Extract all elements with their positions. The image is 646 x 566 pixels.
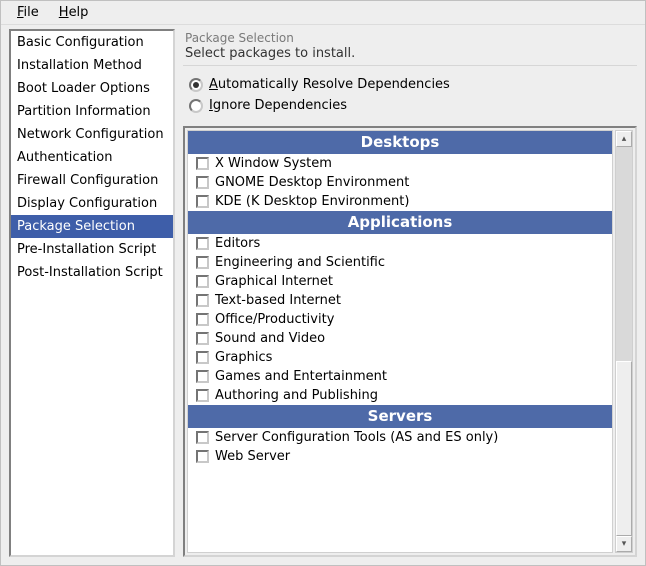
- checkbox-icon[interactable]: [196, 332, 209, 345]
- checkbox-icon[interactable]: [196, 275, 209, 288]
- package-label: Office/Productivity: [215, 312, 334, 327]
- dependency-radio-group: Automatically Resolve Dependencies Ignor…: [183, 68, 637, 126]
- sidebar-item[interactable]: Partition Information: [11, 100, 173, 123]
- sidebar-item[interactable]: Post-Installation Script: [11, 261, 173, 284]
- sidebar-item[interactable]: Network Configuration: [11, 123, 173, 146]
- checkbox-icon[interactable]: [196, 431, 209, 444]
- package-row[interactable]: KDE (K Desktop Environment): [188, 192, 612, 211]
- checkbox-icon[interactable]: [196, 313, 209, 326]
- package-list: Desktops X Window System GNOME Desktop Env…: [187, 130, 613, 553]
- sidebar-item[interactable]: Boot Loader Options: [11, 77, 173, 100]
- package-label: Web Server: [215, 449, 290, 464]
- checkbox-icon[interactable]: [196, 389, 209, 402]
- package-label: Server Configuration Tools (AS and ES on…: [215, 430, 498, 445]
- package-row[interactable]: Sound and Video: [188, 329, 612, 348]
- menubar: File Help: [1, 1, 645, 25]
- package-row[interactable]: Office/Productivity: [188, 310, 612, 329]
- package-label: KDE (K Desktop Environment): [215, 194, 409, 209]
- menu-file[interactable]: File: [7, 3, 49, 22]
- package-row[interactable]: Engineering and Scientific: [188, 253, 612, 272]
- checkbox-icon[interactable]: [196, 370, 209, 383]
- checkbox-icon[interactable]: [196, 450, 209, 463]
- package-row[interactable]: Editors: [188, 234, 612, 253]
- package-row[interactable]: X Window System: [188, 154, 612, 173]
- radio-icon: [189, 78, 203, 92]
- sidebar-item[interactable]: Firewall Configuration: [11, 169, 173, 192]
- category-header: Desktops: [188, 131, 612, 154]
- package-label: X Window System: [215, 156, 332, 171]
- sidebar-item[interactable]: Basic Configuration: [11, 31, 173, 54]
- menu-help-ul: H: [59, 5, 69, 20]
- category-header: Applications: [188, 211, 612, 234]
- package-row[interactable]: Graphics: [188, 348, 612, 367]
- menu-help-rest: elp: [69, 5, 89, 20]
- sidebar-item[interactable]: Display Configuration: [11, 192, 173, 215]
- checkbox-icon[interactable]: [196, 157, 209, 170]
- package-label: Authoring and Publishing: [215, 388, 378, 403]
- package-label: Sound and Video: [215, 331, 325, 346]
- sidebar-item[interactable]: Installation Method: [11, 54, 173, 77]
- package-frame: Desktops X Window System GNOME Desktop Env…: [183, 126, 637, 557]
- section-label: Package Selection: [183, 29, 637, 46]
- package-label: Graphics: [215, 350, 272, 365]
- menu-file-rest: ile: [24, 5, 39, 20]
- package-label: Editors: [215, 236, 260, 251]
- window: File Help Basic ConfigurationInstallatio…: [0, 0, 646, 566]
- sidebar-item[interactable]: Pre-Installation Script: [11, 238, 173, 261]
- section-subtitle: Select packages to install.: [183, 46, 637, 66]
- package-row[interactable]: GNOME Desktop Environment: [188, 173, 612, 192]
- package-label: GNOME Desktop Environment: [215, 175, 409, 190]
- sidebar-item[interactable]: Authentication: [11, 146, 173, 169]
- scroll-up-button[interactable]: ▴: [616, 131, 632, 147]
- package-label: Games and Entertainment: [215, 369, 387, 384]
- checkbox-icon[interactable]: [196, 351, 209, 364]
- content: Basic ConfigurationInstallation MethodBo…: [9, 29, 637, 557]
- menu-help[interactable]: Help: [49, 3, 99, 22]
- radio-auto-label: Automatically Resolve Dependencies: [209, 77, 450, 92]
- scroll-down-button[interactable]: ▾: [616, 536, 632, 552]
- radio-icon: [189, 99, 203, 113]
- checkbox-icon[interactable]: [196, 195, 209, 208]
- radio-ignore-deps[interactable]: Ignore Dependencies: [189, 95, 635, 116]
- sidebar: Basic ConfigurationInstallation MethodBo…: [9, 29, 175, 557]
- package-row[interactable]: Web Server: [188, 447, 612, 466]
- main-panel: Package Selection Select packages to ins…: [183, 29, 637, 557]
- checkbox-icon[interactable]: [196, 176, 209, 189]
- sidebar-item[interactable]: Package Selection: [11, 215, 173, 238]
- scrollbar[interactable]: ▴ ▾: [615, 130, 633, 553]
- checkbox-icon[interactable]: [196, 237, 209, 250]
- package-row[interactable]: Text-based Internet: [188, 291, 612, 310]
- package-row[interactable]: Games and Entertainment: [188, 367, 612, 386]
- package-row[interactable]: Authoring and Publishing: [188, 386, 612, 405]
- scroll-track[interactable]: [616, 147, 632, 536]
- radio-auto-resolve[interactable]: Automatically Resolve Dependencies: [189, 74, 635, 95]
- scroll-thumb[interactable]: [616, 361, 632, 536]
- package-label: Graphical Internet: [215, 274, 333, 289]
- radio-ignore-label: Ignore Dependencies: [209, 98, 347, 113]
- package-row[interactable]: Graphical Internet: [188, 272, 612, 291]
- category-header: Servers: [188, 405, 612, 428]
- checkbox-icon[interactable]: [196, 294, 209, 307]
- package-row[interactable]: Server Configuration Tools (AS and ES on…: [188, 428, 612, 447]
- package-label: Engineering and Scientific: [215, 255, 385, 270]
- checkbox-icon[interactable]: [196, 256, 209, 269]
- package-label: Text-based Internet: [215, 293, 341, 308]
